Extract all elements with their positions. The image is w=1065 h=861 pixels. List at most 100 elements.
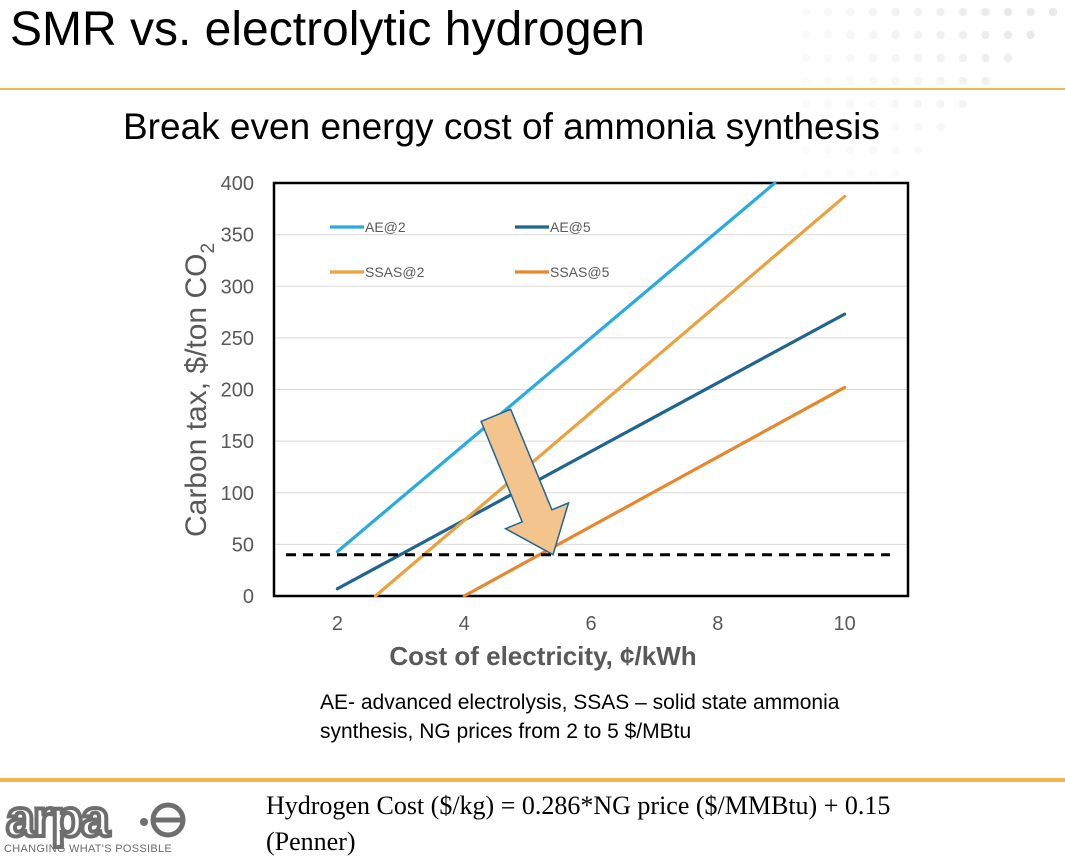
decor-dot: [846, 99, 855, 109]
decor-dot: [823, 168, 833, 178]
y-tick-label: 0: [243, 586, 254, 608]
plot-area-frame: [272, 181, 910, 598]
decor-dot: [913, 76, 923, 86]
y-tick-label: 400: [221, 173, 254, 195]
series-line-ssas-2: [373, 194, 847, 598]
decor-dot: [936, 76, 945, 86]
decor-dot: [846, 30, 855, 40]
y-axis-label-subscript: 2: [198, 243, 219, 254]
decor-dot: [1048, 7, 1058, 17]
decor-dot: [846, 145, 855, 155]
decor-dot: [913, 122, 923, 132]
series-line-ssas-5: [462, 385, 847, 598]
decor-dot: [801, 53, 810, 63]
y-tick-label: 250: [221, 328, 254, 350]
decor-dot: [801, 30, 810, 40]
legend-item: AE@2: [330, 219, 406, 235]
decor-dot: [913, 145, 923, 155]
arpa-e-logo: arpa: [4, 793, 186, 850]
decor-dot: [801, 122, 810, 132]
decor-dot: [1003, 7, 1013, 17]
break-even-chart: AE@2 AE@5 SSAS@2 SSAS@5 0 50 100 150 200 250 300 3…: [180, 173, 910, 671]
decor-dot: [823, 99, 833, 109]
decor-dot: [868, 30, 878, 40]
decor-dot: [891, 76, 900, 86]
decor-dot: [846, 122, 855, 132]
top-accent-rule: [0, 88, 1065, 90]
decor-dot: [823, 145, 833, 155]
decor-dot: [823, 76, 833, 86]
decor-dot: [958, 99, 968, 109]
decor-dot: [823, 7, 833, 17]
legend-item: SSAS@2: [330, 264, 425, 280]
legend-label: AE@5: [550, 219, 591, 235]
decor-dot: [801, 168, 810, 178]
down-arrow-annotation: [480, 408, 570, 556]
y-axis-tick-labels: 0 50 100 150 200 250 300 350 400: [221, 173, 254, 608]
x-tick-label: 8: [712, 613, 723, 635]
y-tick-label: 150: [221, 431, 254, 453]
decor-dot: [958, 53, 968, 63]
decor-dot: [936, 7, 945, 17]
logo-dot: [140, 818, 148, 826]
y-tick-label: 100: [221, 483, 254, 505]
decor-dot: [801, 76, 810, 86]
decor-dot: [868, 145, 878, 155]
decor-dot: [868, 76, 878, 86]
x-tick-label: 2: [332, 613, 343, 635]
decor-dot: [1026, 7, 1035, 17]
decor-dot: [891, 7, 900, 17]
series-line-ae-2: [335, 181, 777, 554]
decor-dot: [891, 145, 900, 155]
decor-dot: [868, 122, 878, 132]
decor-dot: [1003, 53, 1013, 63]
legend-item: AE@5: [515, 219, 591, 235]
decor-dot: [913, 30, 923, 40]
y-tick-label: 200: [221, 380, 254, 402]
decor-dot: [958, 30, 968, 40]
decor-dot: [981, 76, 990, 86]
decor-dot: [891, 122, 900, 132]
decor-dot: [823, 53, 833, 63]
y-tick-label: 300: [221, 276, 254, 298]
series-line-ae-5: [335, 312, 847, 591]
footnote-abbreviations: AE- advanced electrolysis, SSAS – solid …: [320, 691, 840, 743]
decor-dot: [981, 53, 990, 63]
decor-dot: [936, 30, 945, 40]
hydrogen-cost-formula: Hydrogen Cost ($/kg) = 0.286*NG price ($…: [266, 788, 1046, 860]
decor-dot: [913, 7, 923, 17]
decor-dot: [1003, 30, 1013, 40]
decor-dot: [913, 53, 923, 63]
x-tick-label: 6: [585, 613, 596, 635]
logo-text: arpa: [6, 793, 111, 848]
decorative-dot-pattern: [801, 7, 1058, 178]
decor-dot: [868, 168, 878, 178]
decor-dot: [823, 30, 833, 40]
decor-dot: [891, 168, 900, 178]
decor-dot: [1026, 30, 1035, 40]
legend-item: SSAS@5: [515, 264, 610, 280]
decor-dot: [891, 53, 900, 63]
legend-label: SSAS@2: [365, 264, 425, 280]
formula-citation: (Penner): [266, 827, 356, 856]
chart-title: Break even energy cost of ammonia synthe…: [123, 106, 880, 147]
decor-dot: [846, 76, 855, 86]
decor-dot: [891, 30, 900, 40]
legend-label: AE@2: [365, 219, 406, 235]
legend-label: SSAS@5: [550, 264, 610, 280]
y-axis-label: Carbon tax, $/ton CO2: [180, 243, 219, 537]
decor-dot: [958, 76, 968, 86]
y-axis-label-text: Carbon tax, $/ton CO: [180, 254, 213, 537]
x-tick-label: 10: [833, 613, 855, 635]
decor-dot: [981, 30, 990, 40]
x-axis-tick-labels: 2 4 6 8 10: [332, 613, 856, 635]
decor-dot: [936, 53, 945, 63]
decor-dot: [846, 168, 855, 178]
decor-dot: [846, 7, 855, 17]
decor-dot: [823, 122, 833, 132]
series-layer: [335, 181, 847, 598]
x-axis-label: Cost of electricity, ¢/kWh: [389, 641, 696, 671]
decor-dot: [868, 7, 878, 17]
decor-dot: [936, 99, 945, 109]
gridlines: [274, 234, 908, 597]
